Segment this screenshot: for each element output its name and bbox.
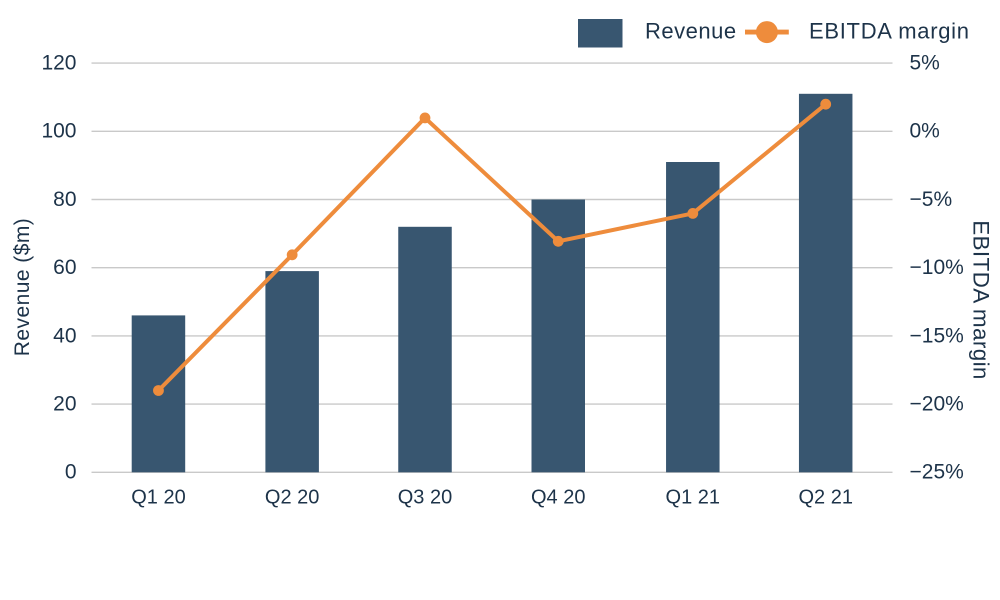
svg-text:Q3 20: Q3 20: [398, 486, 452, 508]
svg-text:80: 80: [53, 188, 76, 211]
svg-text:5%: 5%: [910, 52, 940, 75]
svg-text:EBITDA margin: EBITDA margin: [969, 220, 994, 380]
svg-text:Q2 21: Q2 21: [798, 486, 852, 508]
svg-text:40: 40: [53, 324, 76, 347]
svg-text:Revenue: Revenue: [645, 19, 737, 44]
svg-text:Q2 20: Q2 20: [265, 486, 319, 508]
svg-text:−15%: −15%: [910, 324, 964, 347]
svg-text:0%: 0%: [910, 120, 940, 143]
svg-text:−25%: −25%: [910, 461, 964, 484]
svg-text:−5%: −5%: [910, 188, 953, 211]
svg-text:−10%: −10%: [910, 256, 964, 279]
svg-text:Q1 20: Q1 20: [131, 486, 185, 508]
svg-text:20: 20: [53, 393, 76, 416]
svg-text:Revenue ($m): Revenue ($m): [11, 218, 34, 356]
svg-text:Q4 20: Q4 20: [531, 486, 585, 508]
svg-text:100: 100: [41, 120, 76, 143]
svg-text:−20%: −20%: [910, 393, 964, 416]
svg-text:EBITDA margin: EBITDA margin: [809, 19, 970, 44]
svg-text:Q1 21: Q1 21: [666, 486, 720, 508]
svg-text:0: 0: [65, 461, 77, 484]
svg-text:120: 120: [41, 52, 76, 75]
svg-text:60: 60: [53, 256, 76, 279]
